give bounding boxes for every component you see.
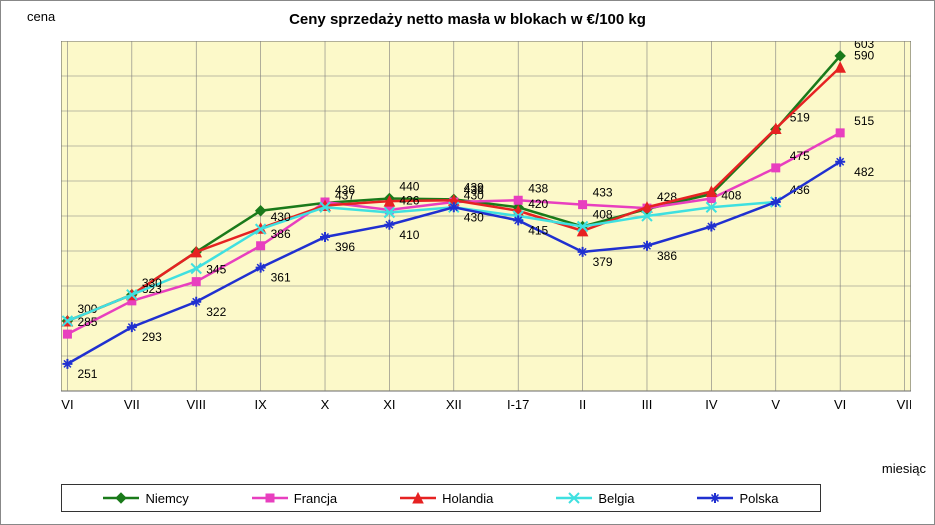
svg-text:515: 515 [854,114,874,128]
svg-text:408: 408 [593,208,613,222]
svg-text:II: II [579,397,586,412]
svg-text:440: 440 [399,180,419,194]
svg-text:475: 475 [790,149,810,163]
x-axis-label: miesiąc [882,461,926,476]
legend-item-polska: Polska [697,491,778,506]
svg-text:430: 430 [464,188,484,202]
svg-text:410: 410 [399,228,419,242]
svg-text:IX: IX [254,397,267,412]
legend-label: Francja [294,491,337,506]
svg-text:VIII: VIII [186,397,206,412]
svg-text:XI: XI [383,397,395,412]
svg-text:430: 430 [464,210,484,224]
legend-label: Niemcy [145,491,188,506]
svg-text:590: 590 [854,48,874,62]
svg-text:330: 330 [142,276,162,290]
svg-text:386: 386 [271,227,291,241]
svg-text:433: 433 [593,186,613,200]
svg-text:I-17: I-17 [507,397,529,412]
legend-item-holandia: Holandia [400,491,493,506]
svg-text:VII: VII [124,397,140,412]
svg-text:VII: VII [897,397,911,412]
svg-text:386: 386 [657,249,677,263]
svg-text:III: III [642,397,653,412]
chart-container: cena Ceny sprzedaży netto masła w blokac… [0,0,935,525]
legend-label: Belgia [598,491,634,506]
legend-item-belgia: Belgia [556,491,634,506]
svg-text:IV: IV [705,397,718,412]
legend: Niemcy Francja Holandia Belgia Polska [61,484,821,512]
svg-text:V: V [771,397,780,412]
svg-text:VI: VI [834,397,846,412]
svg-text:VI: VI [61,397,73,412]
svg-text:285: 285 [77,315,97,329]
svg-text:361: 361 [271,271,291,285]
svg-text:482: 482 [854,165,874,179]
svg-text:345: 345 [206,263,226,277]
svg-text:437: 437 [335,188,355,202]
svg-text:293: 293 [142,330,162,344]
svg-text:438: 438 [528,181,548,195]
svg-text:420: 420 [528,197,548,211]
legend-item-francja: Francja [252,491,337,506]
svg-text:322: 322 [206,305,226,319]
svg-text:XII: XII [446,397,462,412]
svg-text:415: 415 [528,223,548,237]
legend-label: Holandia [442,491,493,506]
svg-text:408: 408 [721,188,741,202]
svg-text:379: 379 [593,255,613,269]
svg-text:X: X [321,397,330,412]
svg-text:426: 426 [399,194,419,208]
svg-text:396: 396 [335,240,355,254]
svg-text:430: 430 [271,210,291,224]
chart-title: Ceny sprzedaży netto masła w blokach w €… [1,11,934,28]
legend-label: Polska [739,491,778,506]
chart-plot: 220260300340380420460500540580620VIVIIVI… [61,41,911,421]
svg-text:251: 251 [77,367,97,381]
legend-item-niemcy: Niemcy [103,491,188,506]
